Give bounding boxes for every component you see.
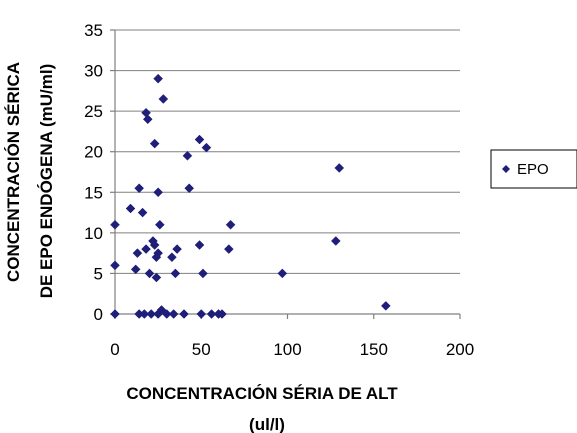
data-point-13 <box>144 268 155 279</box>
data-point-33 <box>182 150 193 161</box>
data-point-14 <box>146 309 157 319</box>
legend-marker-diamond <box>502 165 510 173</box>
data-point-37 <box>196 309 207 319</box>
data-point-36 <box>194 240 205 250</box>
data-point-25 <box>156 305 167 315</box>
y-tick-label-35: 35 <box>84 21 103 40</box>
axes <box>110 29 461 319</box>
data-point-17 <box>149 138 160 149</box>
data-point-35 <box>194 134 205 145</box>
data-point-48 <box>380 301 391 311</box>
data-point-12 <box>142 114 153 125</box>
y-tick-label-0: 0 <box>94 305 103 324</box>
data-point-4 <box>130 264 141 275</box>
data-point-38 <box>198 268 208 279</box>
data-point-44 <box>225 219 236 230</box>
data-point-24 <box>154 219 165 230</box>
data-point-39 <box>201 142 212 153</box>
data-point-34 <box>184 183 195 194</box>
data-point-27 <box>161 309 172 319</box>
data-point-8 <box>137 207 148 218</box>
x-tick-label-50: 50 <box>192 340 211 359</box>
data-point-21 <box>153 187 163 198</box>
y-tick-label-20: 20 <box>84 143 103 162</box>
y-axis-title-line2: DE EPO ENDÓGENA (mU/ml) <box>37 64 56 299</box>
data-point-47 <box>334 163 345 173</box>
data-point-32 <box>179 309 189 319</box>
data-point-45 <box>277 268 288 279</box>
x-tick-label-0: 0 <box>110 340 119 359</box>
data-point-1 <box>110 260 120 271</box>
data-point-18 <box>151 272 162 283</box>
data-point-22 <box>153 248 163 258</box>
data-point-16 <box>149 240 160 250</box>
data-point-20 <box>153 73 163 84</box>
gridlines <box>115 29 460 274</box>
data-point-2 <box>110 219 120 230</box>
x-axis-title-line2: (ul/l) <box>249 415 285 433</box>
data-point-31 <box>172 244 182 254</box>
y-tick-label-25: 25 <box>84 102 103 121</box>
x-tick-labels: 0 50 100 150 200 <box>110 340 474 359</box>
legend-label: EPO <box>517 161 549 178</box>
data-point-46 <box>330 236 341 246</box>
y-tick-labels: 0 5 10 15 20 25 30 35 <box>84 21 103 324</box>
data-point-29 <box>168 309 179 319</box>
data-point-26 <box>158 94 169 104</box>
y-tick-label-15: 15 <box>84 183 103 202</box>
data-point-9 <box>139 309 150 319</box>
y-axis-title-line1: CONCENTRACIÓN SÉRICA <box>4 62 23 282</box>
data-points <box>110 73 391 319</box>
data-point-3 <box>125 203 136 214</box>
legend: EPO <box>490 149 577 189</box>
x-tick-label-200: 200 <box>446 340 474 359</box>
data-point-0 <box>110 309 120 319</box>
data-point-7 <box>134 183 145 194</box>
data-point-30 <box>170 268 181 279</box>
y-tick-label-5: 5 <box>94 264 103 283</box>
x-tick-label-150: 150 <box>360 340 388 359</box>
data-point-5 <box>132 248 143 258</box>
y-tick-label-30: 30 <box>84 62 103 81</box>
x-axis-title-line1: CONCENTRACIÓN SÉRIA DE ALT <box>126 384 398 403</box>
data-point-40 <box>206 309 217 319</box>
x-tick-label-100: 100 <box>273 340 301 359</box>
data-point-43 <box>223 244 234 254</box>
data-point-10 <box>141 244 151 254</box>
data-point-28 <box>167 252 177 263</box>
data-point-42 <box>217 309 227 319</box>
y-tick-label-10: 10 <box>84 224 103 243</box>
